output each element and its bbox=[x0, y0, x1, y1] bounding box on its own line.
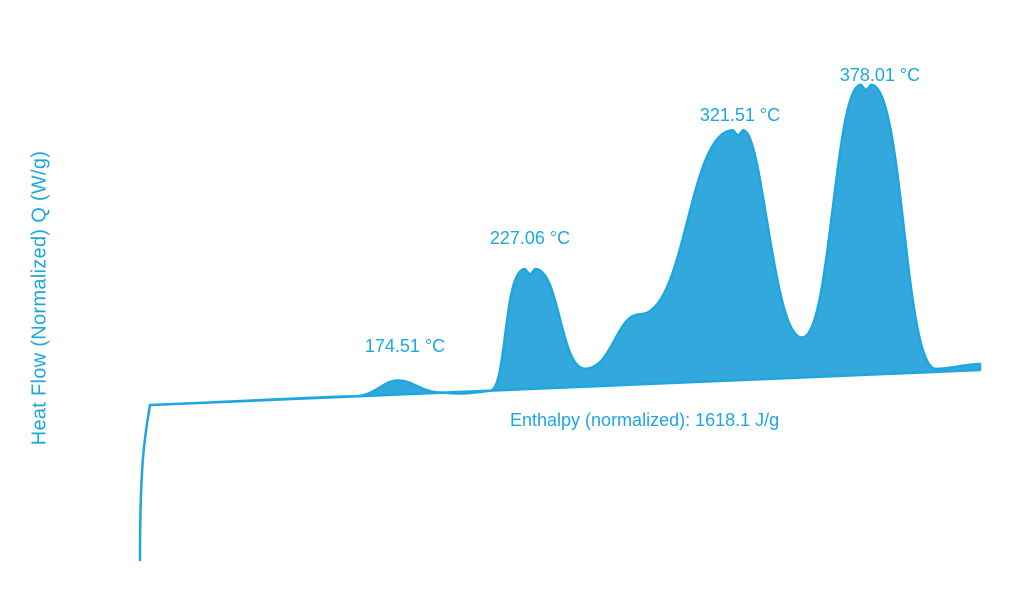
peak-label-3: 378.01 °C bbox=[840, 65, 920, 86]
enthalpy-annotation: Enthalpy (normalized): 1618.1 J/g bbox=[510, 410, 779, 431]
peak-label-0: 174.51 °C bbox=[365, 336, 445, 357]
dsc-curve-plot bbox=[0, 0, 1024, 597]
peak-label-1: 227.06 °C bbox=[490, 228, 570, 249]
dsc-chart-page: Heat Flow (Normalized) Q (W/g) 174.51 °C… bbox=[0, 0, 1024, 597]
peak-label-2: 321.51 °C bbox=[700, 105, 780, 126]
